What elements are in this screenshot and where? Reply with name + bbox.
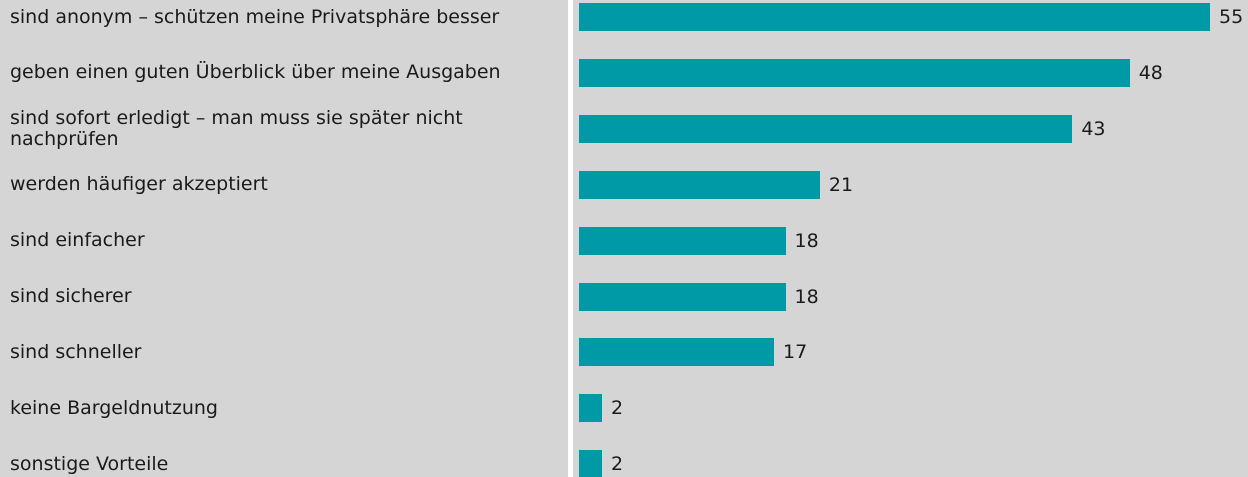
category-label: geben einen guten Überblick über meine A… <box>10 61 501 84</box>
value-label: 55 <box>1219 6 1244 28</box>
bar <box>579 282 786 311</box>
value-label: 18 <box>794 229 819 252</box>
bar <box>579 3 1210 31</box>
category-label: sind einfacher <box>10 229 145 252</box>
bar <box>579 58 1130 87</box>
bar <box>579 226 786 255</box>
category-label: keine Bargeldnutzung <box>10 396 218 419</box>
bar <box>579 170 820 199</box>
bar <box>579 338 775 367</box>
bar <box>579 450 602 477</box>
category-label: sonstige Vorteile <box>10 452 169 475</box>
bar <box>579 114 1073 143</box>
value-label: 21 <box>828 173 854 196</box>
category-label: sind sicherer <box>10 285 132 307</box>
bar <box>579 394 602 423</box>
category-label: werden häufiger akzeptiert <box>10 173 268 196</box>
category-label: sind sofort erledigt – man muss sie spät… <box>10 106 463 150</box>
value-label: 2 <box>610 453 624 476</box>
value-label: 2 <box>610 397 624 420</box>
category-label: sind schneller <box>10 340 142 363</box>
value-label: 18 <box>794 285 819 308</box>
category-label: sind anonym – schützen meine Privatsphär… <box>10 5 500 28</box>
divider <box>568 0 573 477</box>
value-label: 48 <box>1138 61 1163 84</box>
value-label: 17 <box>783 341 808 364</box>
value-label: 43 <box>1081 117 1106 140</box>
